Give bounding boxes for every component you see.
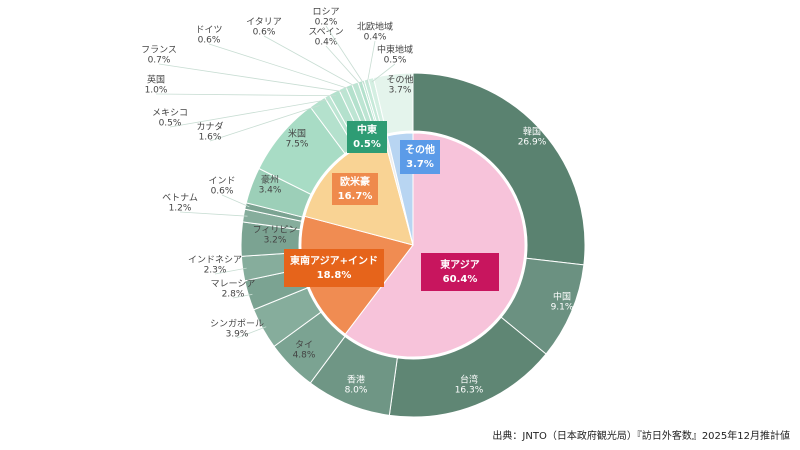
outer-value-label: 26.9%: [518, 138, 547, 148]
outer-value-label: 0.5%: [159, 119, 182, 129]
outer-label: 台湾: [460, 374, 478, 386]
inner-label-box: [284, 249, 384, 287]
outer-label: ロシア: [312, 8, 339, 18]
outer-label: 英国: [147, 74, 165, 86]
inner-slice: [344, 132, 526, 358]
outer-label: 中国: [553, 291, 571, 303]
outer-value-label: 1.2%: [169, 204, 192, 214]
outer-value-label: 3.4%: [259, 186, 282, 196]
leader-line: [214, 267, 247, 275]
outer-value-label: 1.6%: [199, 133, 222, 143]
outer-label: メキシコ: [152, 109, 188, 119]
leader-line: [325, 25, 365, 85]
outer-value-label: 3.2%: [264, 236, 287, 246]
inner-label: その他: [405, 143, 435, 156]
inner-label: 中東: [357, 123, 377, 136]
outer-label: インドネシア: [188, 255, 242, 266]
leader-line: [371, 63, 396, 83]
leader-line: [366, 40, 376, 84]
leader-line: [232, 293, 253, 299]
inner-label-box: [421, 253, 499, 291]
leader-line: [169, 99, 330, 128]
outer-label: シンガポール: [210, 319, 264, 330]
outer-value-label: 0.6%: [211, 187, 234, 197]
outer-label: 韓国: [523, 127, 541, 138]
outer-value-label: 4.8%: [293, 351, 316, 361]
outer-label: イタリア: [246, 17, 282, 28]
outer-label: ドイツ: [195, 26, 222, 36]
outer-value-label: 16.3%: [455, 386, 484, 396]
leader-line: [236, 326, 267, 339]
outer-value-label: 0.2%: [315, 18, 338, 28]
inner-value-label: 3.7%: [406, 159, 434, 170]
outer-label: その他: [386, 74, 413, 86]
inner-value-label: 16.7%: [338, 191, 373, 202]
outer-label: フランス: [141, 45, 177, 56]
outer-label: 中東地域: [377, 44, 413, 56]
outer-value-label: 7.5%: [286, 140, 309, 150]
outer-slice: [412, 72, 586, 266]
outer-value-label: 0.4%: [315, 38, 338, 48]
outer-slice: [372, 72, 414, 135]
outer-value-label: 0.7%: [148, 56, 171, 66]
source-note: 出典：JNTO（日本政府観光局）『訪日外客数』2025年12月推計値: [492, 429, 790, 442]
inner-label: 欧米豪: [340, 175, 370, 188]
inner-label: 東南アジア+インド: [290, 254, 378, 267]
outer-value-label: 1.0%: [145, 86, 168, 96]
outer-value-label: 8.0%: [345, 386, 368, 396]
leader-line: [325, 45, 362, 86]
outer-value-label: 0.6%: [253, 28, 276, 38]
outer-label: フィリピン: [253, 225, 298, 236]
outer-value-label: 2.3%: [204, 266, 227, 276]
inner-label-box: [347, 121, 387, 153]
outer-label: ベトナム: [162, 193, 198, 204]
outer-value-label: 3.9%: [226, 330, 249, 340]
inner-value-label: 60.4%: [443, 274, 478, 285]
leader-line: [158, 63, 345, 93]
leader-line: [208, 43, 351, 90]
leader-line: [263, 35, 357, 88]
inner-label: 東アジア: [440, 258, 480, 271]
outer-label: 米国: [288, 128, 306, 140]
outer-value-label: 9.1%: [551, 303, 574, 313]
outer-label: スペイン: [308, 28, 343, 38]
outer-label: 豪州: [261, 174, 279, 186]
outer-label: タイ: [295, 340, 313, 351]
outer-value-label: 0.6%: [198, 36, 221, 46]
leader-line: [155, 93, 336, 97]
leader-line: [179, 211, 248, 217]
outer-value-label: 3.7%: [389, 86, 412, 96]
outer-label: カナダ: [196, 121, 223, 133]
inner-label-box: [332, 173, 378, 205]
leader-line: [209, 104, 320, 142]
outer-label: 北欧地域: [357, 21, 393, 33]
outer-value-label: 0.5%: [384, 56, 407, 66]
inner-label-box: [400, 140, 440, 174]
outer-label: 香港: [347, 374, 365, 386]
outer-label: インド: [208, 177, 235, 187]
outer-label: マレーシア: [211, 280, 256, 290]
inner-value-label: 0.5%: [353, 139, 381, 150]
outer-value-label: 2.8%: [222, 290, 245, 300]
leader-line: [221, 194, 250, 208]
inner-value-label: 18.8%: [317, 270, 352, 281]
outer-value-label: 0.4%: [364, 33, 387, 43]
